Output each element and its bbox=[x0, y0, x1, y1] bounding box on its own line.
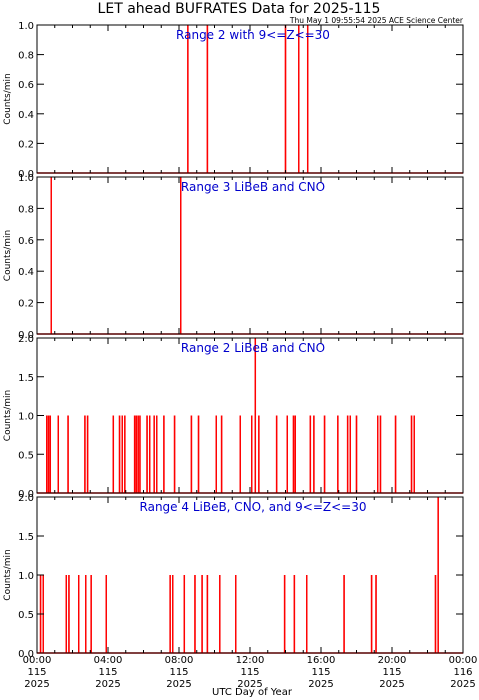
x-tick-label: 12:00 bbox=[236, 655, 265, 666]
x-tick-label: 115 bbox=[169, 667, 188, 678]
y-axis-label: Counts/min bbox=[3, 230, 13, 281]
x-tick-label: 115 bbox=[382, 667, 401, 678]
y-tick-label: 1.0 bbox=[18, 21, 34, 32]
x-tick-label: 2025 bbox=[308, 679, 333, 690]
panel-4: 0.0 0.5 1.0 1.5 2.0 Counts/min Range 4 LiBeB, … bbox=[3, 493, 464, 660]
panel-title: Range 2 with 9<=Z<=30 bbox=[176, 28, 330, 42]
x-tick-label: 115 bbox=[98, 667, 117, 678]
y-tick-label: 1.0 bbox=[18, 412, 34, 423]
panel-3: 0.0 0.5 1.0 1.5 2.0 Counts/min Range 2 LiBeB a… bbox=[3, 334, 464, 500]
x-tick-label: 20:00 bbox=[378, 655, 407, 666]
panel-1: 0.0 0.2 0.4 0.6 0.8 1.0 Counts/min Range 2 with… bbox=[3, 21, 464, 180]
panel-title: Range 4 LiBeB, CNO, and 9<=Z<=30 bbox=[140, 500, 367, 514]
y-tick-label: 0.6 bbox=[18, 236, 34, 247]
y-tick-label: 2.0 bbox=[18, 334, 34, 345]
x-tick-label: 2025 bbox=[237, 679, 262, 690]
y-tick-label: 0.0 bbox=[18, 649, 34, 660]
figure-title: LET ahead BUFRATES Data for 2025-115 bbox=[98, 1, 381, 17]
series-line bbox=[37, 338, 463, 494]
y-tick-label: 1.0 bbox=[18, 571, 34, 582]
y-tick-label: 0.4 bbox=[18, 110, 34, 121]
x-tick-label: 00:00 bbox=[23, 655, 52, 666]
y-tick-label: 0.2 bbox=[18, 139, 34, 150]
x-tick-label: 08:00 bbox=[165, 655, 194, 666]
x-tick-label: 2025 bbox=[379, 679, 404, 690]
x-tick-label: 16:00 bbox=[307, 655, 336, 666]
plot-frame bbox=[36, 24, 464, 174]
y-tick-label: 1.0 bbox=[18, 173, 34, 184]
x-tick-label: 2025 bbox=[95, 679, 120, 690]
series-line bbox=[37, 25, 463, 174]
y-tick-label: 1.5 bbox=[18, 373, 34, 384]
x-tick-label: 00:00 bbox=[449, 655, 478, 666]
x-tick-label: 115 bbox=[27, 667, 46, 678]
y-tick-label: 0.0 bbox=[18, 330, 34, 341]
plot-frame bbox=[36, 337, 464, 494]
y-tick-label: 0.8 bbox=[18, 204, 34, 215]
y-tick-label: 0.0 bbox=[18, 489, 34, 500]
x-tick-labels: 00:00115202504:00115202508:00115202512:0… bbox=[23, 655, 478, 690]
series-line bbox=[37, 177, 463, 335]
series-line bbox=[37, 497, 463, 654]
timestamp: Thu May 1 09:55:54 2025 ACE Science Cent… bbox=[289, 16, 464, 25]
plot-frame bbox=[36, 176, 464, 335]
y-tick-label: 0.6 bbox=[18, 80, 34, 91]
x-tick-label: 2025 bbox=[24, 679, 49, 690]
x-tick-label: 2025 bbox=[166, 679, 191, 690]
x-tick-label: 115 bbox=[311, 667, 330, 678]
panel-title: Range 2 LiBeB and CNO bbox=[181, 341, 325, 355]
x-tick-label: 2025 bbox=[450, 679, 475, 690]
plot-frame bbox=[36, 496, 464, 654]
y-tick-label: 2.0 bbox=[18, 493, 34, 504]
x-tick-label: 04:00 bbox=[94, 655, 123, 666]
y-tick-label: 0.0 bbox=[18, 169, 34, 180]
panel-2: 0.0 0.2 0.4 0.6 0.8 1.0 Counts/min Range 3 LiBe… bbox=[3, 173, 464, 341]
y-tick-label: 1.5 bbox=[18, 532, 34, 543]
y-tick-label: 0.4 bbox=[18, 267, 34, 278]
x-axis-label: UTC Day of Year bbox=[212, 687, 293, 698]
y-axis-label: Counts/min bbox=[3, 549, 13, 600]
panel-title: Range 3 LiBeB and CNO bbox=[181, 180, 325, 194]
y-tick-label: 0.2 bbox=[18, 299, 34, 310]
x-tick-label: 116 bbox=[453, 667, 472, 678]
y-tick-label: 0.5 bbox=[18, 610, 34, 621]
y-tick-label: 0.8 bbox=[18, 51, 34, 62]
y-axis-label: Counts/min bbox=[3, 73, 13, 124]
y-tick-label: 0.5 bbox=[18, 450, 34, 461]
y-axis-label: Counts/min bbox=[3, 390, 13, 441]
x-tick-label: 115 bbox=[240, 667, 259, 678]
